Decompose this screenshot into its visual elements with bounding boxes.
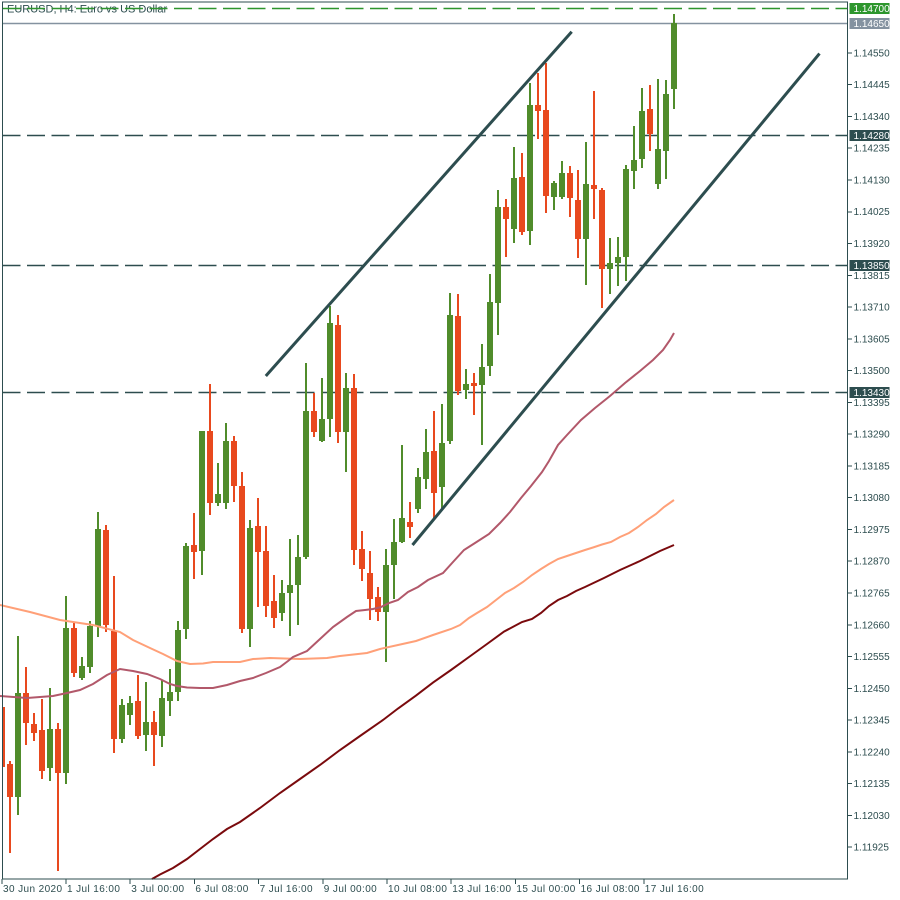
svg-text:1.13395: 1.13395	[854, 398, 891, 409]
svg-text:1.14025: 1.14025	[854, 207, 891, 218]
svg-text:EURUSD, H4: Euro vs US Dollar: EURUSD, H4: Euro vs US Dollar	[7, 4, 167, 16]
svg-text:9 Jul 00:00: 9 Jul 00:00	[324, 884, 377, 895]
svg-text:1.13815: 1.13815	[854, 271, 891, 282]
svg-text:1.12870: 1.12870	[854, 557, 891, 568]
svg-text:15 Jul 00:00: 15 Jul 00:00	[516, 884, 575, 895]
svg-text:1.14235: 1.14235	[854, 144, 891, 155]
svg-text:6 Jul 08:00: 6 Jul 08:00	[195, 884, 248, 895]
svg-text:1.14280: 1.14280	[854, 131, 891, 142]
svg-text:1.14550: 1.14550	[854, 48, 891, 59]
svg-text:1.13080: 1.13080	[854, 493, 891, 504]
svg-text:1.13605: 1.13605	[854, 334, 891, 345]
svg-text:1.11925: 1.11925	[854, 843, 890, 854]
svg-text:1.12975: 1.12975	[854, 525, 891, 536]
svg-text:1.12240: 1.12240	[854, 747, 891, 758]
svg-text:1.13920: 1.13920	[854, 239, 891, 250]
svg-text:10 Jul 08:00: 10 Jul 08:00	[388, 884, 447, 895]
svg-text:1.14445: 1.14445	[854, 80, 891, 91]
svg-text:3 Jul 00:00: 3 Jul 00:00	[131, 884, 184, 895]
svg-text:1.12555: 1.12555	[854, 652, 891, 663]
svg-text:1.13710: 1.13710	[854, 303, 891, 314]
svg-text:1.13430: 1.13430	[854, 388, 891, 399]
svg-text:1 Jul 16:00: 1 Jul 16:00	[67, 884, 120, 895]
svg-text:1.13185: 1.13185	[854, 461, 891, 472]
svg-text:17 Jul 16:00: 17 Jul 16:00	[645, 884, 704, 895]
svg-text:1.13290: 1.13290	[854, 430, 891, 441]
svg-text:1.14650: 1.14650	[854, 19, 891, 30]
svg-text:30 Jun 2020: 30 Jun 2020	[3, 884, 62, 895]
svg-text:1.12345: 1.12345	[854, 716, 891, 727]
svg-text:1.12450: 1.12450	[854, 684, 891, 695]
svg-text:1.12765: 1.12765	[854, 589, 891, 600]
svg-text:1.13850: 1.13850	[854, 261, 891, 272]
svg-text:7 Jul 16:00: 7 Jul 16:00	[260, 884, 313, 895]
svg-text:1.14700: 1.14700	[854, 4, 891, 15]
svg-text:1.13500: 1.13500	[854, 366, 891, 377]
svg-text:16 Jul 08:00: 16 Jul 08:00	[581, 884, 640, 895]
svg-text:1.14130: 1.14130	[854, 176, 891, 187]
svg-text:1.12030: 1.12030	[854, 811, 891, 822]
svg-text:1.12660: 1.12660	[854, 620, 891, 631]
svg-text:13 Jul 16:00: 13 Jul 16:00	[452, 884, 511, 895]
svg-text:1.14340: 1.14340	[854, 112, 891, 123]
svg-text:1.12135: 1.12135	[854, 779, 891, 790]
